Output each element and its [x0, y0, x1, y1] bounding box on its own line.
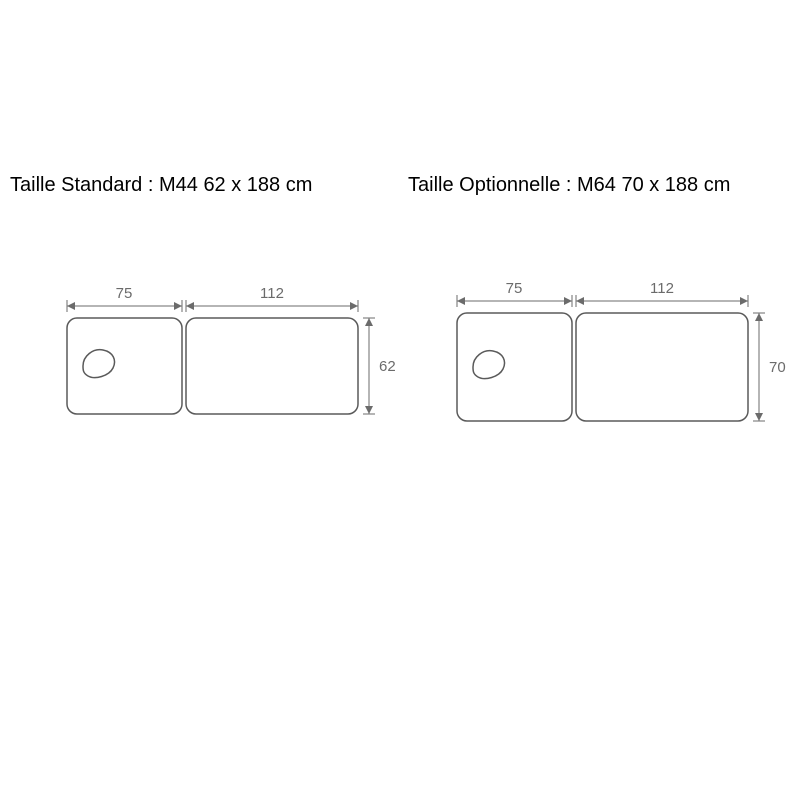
dim-height-label: 70	[769, 359, 786, 376]
table-head-section	[67, 318, 182, 414]
dim-body-width-label: 112	[260, 288, 284, 302]
diagram-standard: 75 112 62	[55, 288, 395, 448]
face-hole	[83, 350, 115, 378]
dim-body-width: 112	[186, 288, 358, 312]
title-optional: Taille Optionnelle : M64 70 x 188 cm	[408, 174, 730, 197]
table-body-section	[576, 313, 748, 421]
dim-body-width-label: 112	[650, 283, 674, 297]
title-standard: Taille Standard : M44 62 x 188 cm	[10, 174, 312, 197]
diagram-optional: 75 112 70	[445, 283, 790, 453]
dim-height-label: 62	[379, 358, 395, 375]
face-hole	[473, 351, 505, 379]
dim-head-width: 75	[67, 288, 182, 312]
dim-head-width-label: 75	[116, 288, 133, 302]
table-body-section	[186, 318, 358, 414]
dim-height: 70	[753, 313, 786, 421]
dim-head-width: 75	[457, 283, 572, 307]
dim-height: 62	[363, 318, 395, 414]
canvas: Taille Standard : M44 62 x 188 cm Taille…	[0, 0, 800, 800]
table-head-section	[457, 313, 572, 421]
dim-body-width: 112	[576, 283, 748, 307]
dim-head-width-label: 75	[506, 283, 523, 297]
